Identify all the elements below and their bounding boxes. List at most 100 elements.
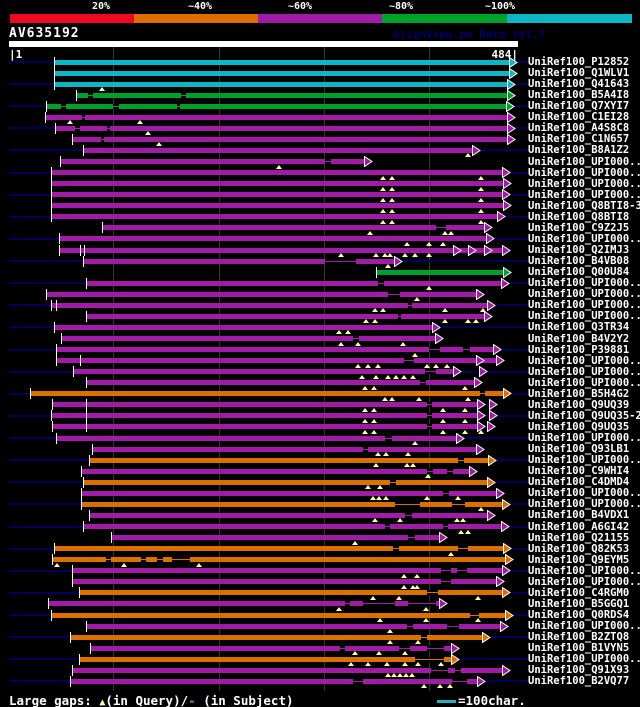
hit-label[interactable]: UniRef100_UPI000.. [528, 498, 640, 511]
alignment-bar[interactable] [376, 269, 505, 275]
hit-label[interactable]: UniRef100_UPI000.. [528, 232, 640, 245]
hit-label[interactable]: UniRef100_C9WHI4 [528, 465, 630, 478]
hit-label[interactable]: UniRef100_B5H4G2 [528, 387, 630, 400]
alignment-bar[interactable] [81, 468, 471, 474]
alignment-bar[interactable] [60, 159, 366, 165]
alignment-bar[interactable] [90, 457, 490, 463]
hit-label[interactable]: UniRef100_B5A4I8 [528, 89, 630, 102]
hit-label[interactable]: UniRef100_UPI000.. [528, 620, 640, 633]
hit-label[interactable]: UniRef100_Q9UQ39 [528, 398, 630, 411]
alignment-bar[interactable] [59, 236, 488, 242]
alignment-bar[interactable] [53, 557, 507, 563]
hit-label[interactable]: UniRef100_UPI000.. [528, 299, 640, 312]
alignment-bar[interactable] [57, 435, 459, 441]
hit-label[interactable]: UniRef100_B8A1Z2 [528, 144, 630, 157]
alignment-bar[interactable] [79, 656, 454, 662]
hit-label[interactable]: UniRef100_Q91X93 [528, 664, 630, 677]
hit-label[interactable]: UniRef100_B1VYN5 [528, 642, 630, 655]
hit-label[interactable]: UniRef100_UPI000.. [528, 487, 640, 500]
hit-label[interactable]: UniRef100_A4S8C8 [528, 122, 630, 135]
hit-label[interactable]: UniRef100_Q9EYM5 [528, 553, 630, 566]
alignment-bar[interactable] [55, 546, 505, 552]
hit-label[interactable]: UniRef100_UPI000.. [528, 155, 640, 168]
hit-label[interactable]: UniRef100_Q21155 [528, 531, 630, 544]
alignment-bar[interactable] [52, 181, 505, 187]
alignment-bar[interactable] [55, 59, 511, 65]
hit-label[interactable]: UniRef100_UPI000.. [528, 432, 640, 445]
alignment-bar[interactable] [73, 579, 499, 585]
alignment-bar[interactable] [52, 214, 500, 220]
alignment-bar[interactable] [74, 369, 456, 375]
alignment-bar[interactable] [55, 324, 435, 330]
alignment-bar[interactable] [59, 247, 504, 253]
alignment-bar[interactable] [90, 512, 489, 518]
alignment-bar[interactable] [52, 192, 504, 198]
alignment-bar[interactable] [52, 170, 504, 176]
hit-label[interactable]: UniRef100_Q82K53 [528, 542, 630, 555]
alignment-bar[interactable] [45, 114, 509, 120]
hit-label[interactable]: UniRef100_Q9UQ35 [528, 420, 630, 433]
hit-label[interactable]: UniRef100_UPI000.. [528, 310, 640, 323]
alignment-bar[interactable] [73, 568, 504, 574]
alignment-bar[interactable] [93, 446, 479, 452]
alignment-bar[interactable] [86, 380, 477, 386]
hit-label[interactable]: UniRef100_P12852 [528, 56, 630, 68]
alignment-bar[interactable] [73, 136, 509, 142]
hit-label[interactable]: UniRef100_Q41643 [528, 78, 630, 91]
hit-label[interactable]: UniRef100_UPI000.. [528, 288, 640, 301]
alignment-bar[interactable] [83, 147, 475, 153]
hit-label[interactable]: UniRef100_Q1WLV1 [528, 67, 630, 80]
alignment-bar[interactable] [31, 391, 505, 397]
hit-label[interactable]: UniRef100_P39881 [528, 343, 630, 356]
alignment-bar[interactable] [61, 336, 438, 341]
hit-label[interactable]: UniRef100_B4VB08 [528, 255, 630, 268]
hit-label[interactable]: UniRef100_UPI000.. [528, 166, 640, 179]
alignment-bar[interactable] [73, 667, 504, 673]
alignment-bar[interactable] [83, 479, 489, 485]
alignment-bar[interactable] [52, 612, 507, 618]
hit-label[interactable]: UniRef100_B2VQ77 [528, 675, 630, 688]
hit-label[interactable]: UniRef100_UPI000.. [528, 454, 640, 467]
hit-label[interactable]: UniRef100_Q8BTI8 [528, 210, 630, 223]
hit-label[interactable]: UniRef100_C4DMD4 [528, 476, 630, 489]
alignment-bar[interactable] [71, 634, 484, 640]
hit-label[interactable]: UniRef100_UPI000.. [528, 575, 640, 588]
alignment-bar[interactable] [57, 358, 499, 364]
hit-label[interactable]: UniRef100_Q2IMJ3 [528, 244, 630, 257]
hit-label[interactable]: UniRef100_UPI000.. [528, 277, 640, 290]
alignment-bar[interactable] [49, 601, 442, 607]
alignment-bar[interactable] [52, 203, 505, 209]
hit-label[interactable]: UniRef100_Q93LB1 [528, 443, 630, 456]
alignment-bar[interactable] [102, 225, 486, 231]
hit-label[interactable]: UniRef100_C1EI28 [528, 111, 630, 124]
alignment-bar[interactable] [46, 103, 508, 109]
hit-label[interactable]: UniRef100_A6GI42 [528, 520, 630, 533]
hit-label[interactable]: UniRef100_UPI000.. [528, 188, 640, 201]
alignment-bar[interactable] [83, 258, 397, 264]
alignment-bar[interactable] [83, 524, 503, 530]
alignment-bar[interactable] [57, 347, 496, 353]
alignment-bar[interactable] [55, 81, 509, 87]
hit-label[interactable]: UniRef100_UPI000.. [528, 177, 640, 190]
alignment-bar[interactable] [71, 678, 480, 684]
alignment-bar[interactable] [86, 280, 503, 286]
alignment-bar[interactable] [55, 70, 511, 76]
hit-label[interactable]: UniRef100_B4VDX1 [528, 509, 630, 522]
alignment-bar[interactable] [46, 291, 479, 297]
hit-label[interactable]: UniRef100_B2ZTQ8 [528, 631, 630, 644]
alignment-bar[interactable] [56, 125, 509, 131]
hit-label[interactable]: UniRef100_C4RGM0 [528, 586, 630, 599]
hit-label[interactable]: UniRef100_B4V2Y2 [528, 332, 630, 345]
alignment-bar[interactable] [77, 92, 509, 98]
alignment-bar[interactable] [81, 501, 504, 507]
hit-label[interactable]: UniRef100_UPI000.. [528, 365, 640, 378]
hit-label[interactable]: UniRef100_Q8BTI8-3 [528, 199, 640, 212]
hit-label[interactable]: UniRef100_Q9UQ35-2 [528, 409, 640, 422]
hit-label[interactable]: UniRef100_Q3TR34 [528, 321, 630, 334]
hit-label[interactable]: UniRef100_C9Z2J5 [528, 221, 630, 234]
alignment-bar[interactable] [53, 402, 480, 408]
hit-label[interactable]: UniRef100_B5GGQ1 [528, 597, 630, 610]
hit-label[interactable]: UniRef100_Q7XYI7 [528, 100, 630, 113]
alignment-bar[interactable] [81, 490, 499, 496]
alignment-bar[interactable] [52, 413, 480, 419]
